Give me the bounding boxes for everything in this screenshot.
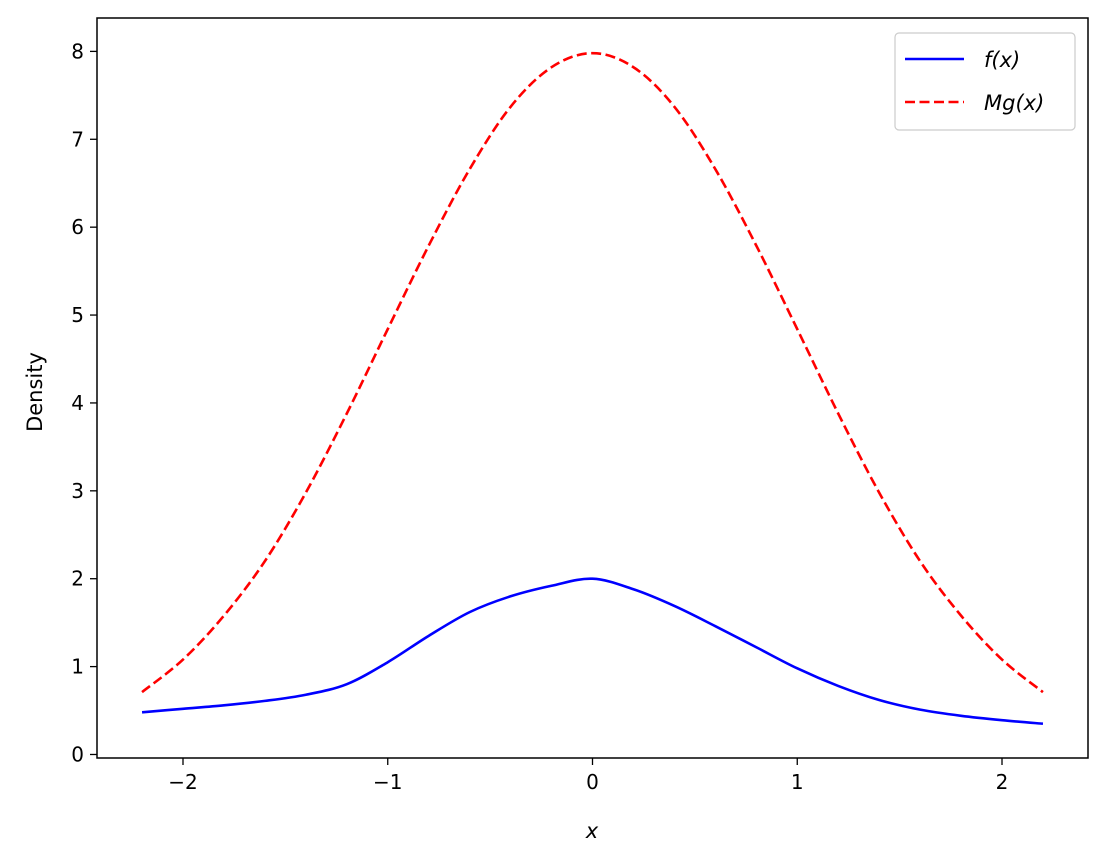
- y-tick-label: 6: [71, 215, 84, 239]
- x-axis-ticks: −2 −1 0 1 2: [168, 758, 1008, 794]
- legend-label-f: f(x): [984, 48, 1020, 72]
- y-tick-label: 7: [71, 127, 84, 151]
- series-line-0: [141, 577, 1044, 726]
- x-tick-label: 0: [586, 770, 599, 794]
- y-tick-label: 3: [71, 479, 84, 503]
- y-tick-label: 5: [71, 303, 84, 327]
- y-tick-label: 0: [71, 742, 84, 766]
- y-tick-label: 4: [71, 391, 84, 415]
- x-tick-label: 2: [996, 770, 1009, 794]
- x-tick-label: −1: [373, 770, 402, 794]
- y-tick-label: 8: [71, 39, 84, 63]
- y-tick-label: 2: [71, 567, 84, 591]
- y-axis-label: Density: [23, 352, 47, 432]
- legend-box: [894, 32, 1076, 131]
- legend-label-mg: Mg(x): [984, 91, 1044, 115]
- x-tick-label: 1: [791, 770, 804, 794]
- series-line-1: [141, 51, 1044, 694]
- legend: f(x) Mg(x): [894, 32, 1076, 131]
- x-tick-label: −2: [168, 770, 197, 794]
- y-tick-label: 1: [71, 655, 84, 679]
- y-axis-ticks: 0 1 2 3 4 5 6 7 8: [71, 39, 97, 766]
- series-layer: [141, 51, 1044, 726]
- x-axis-label: x: [585, 819, 599, 843]
